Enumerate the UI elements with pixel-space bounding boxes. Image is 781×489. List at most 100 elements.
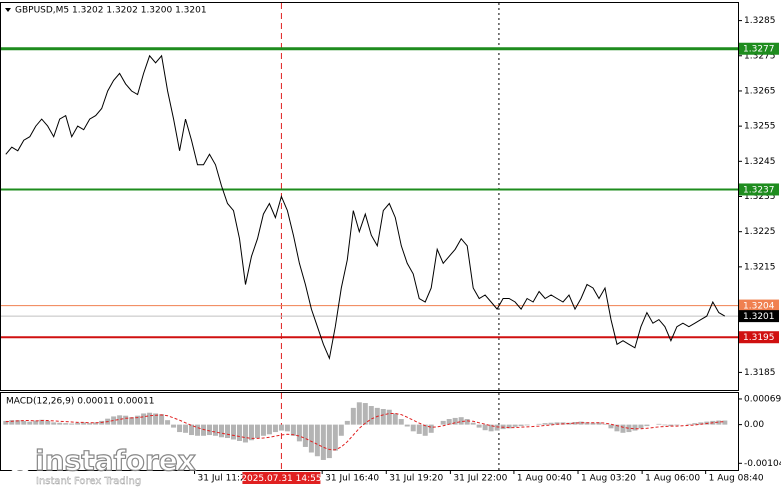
macd-bar xyxy=(260,424,266,436)
macd-panel-frame xyxy=(0,392,739,471)
macd-bar xyxy=(33,420,39,425)
macd-bar xyxy=(75,422,81,425)
y-tick-label: 0.00069 xyxy=(744,394,781,404)
macd-bar xyxy=(620,424,626,433)
macd-bar xyxy=(15,420,21,425)
level-label-box xyxy=(739,183,779,196)
macd-bar xyxy=(153,413,159,425)
x-tick-label: 31 Jul 11:20 xyxy=(198,474,252,484)
x-tick-label: 1 Aug 08:40 xyxy=(709,474,764,484)
y-tick-label: 1.3285 xyxy=(744,16,776,26)
macd-bar xyxy=(506,424,512,429)
macd-bar xyxy=(57,422,63,425)
macd-bar xyxy=(356,402,362,425)
macd-bar xyxy=(213,424,219,436)
y-tick-label: -0.00104 xyxy=(744,459,781,469)
macd-bar xyxy=(129,417,135,425)
macd-bar xyxy=(596,422,602,425)
macd-bar xyxy=(386,409,392,425)
y-tick-label: 1.3245 xyxy=(744,157,776,167)
macd-bar xyxy=(141,413,147,425)
vertical-line-label: 2025.07.31 14:55 xyxy=(241,474,321,484)
macd-bar xyxy=(614,424,620,432)
signal-line xyxy=(5,413,725,451)
y-tick-label: 1.3275 xyxy=(744,51,776,61)
macd-bar xyxy=(716,420,722,425)
macd-bar xyxy=(656,423,662,425)
macd-bar xyxy=(21,420,27,425)
macd-bar xyxy=(224,424,230,439)
macd-bar xyxy=(302,424,308,447)
macd-bar xyxy=(584,422,590,425)
macd-bar xyxy=(458,417,464,425)
macd-bar xyxy=(482,424,488,431)
macd-title: MACD(12,26,9) 0.00011 0.00011 xyxy=(6,397,155,407)
price-line xyxy=(5,54,726,361)
macd-bar xyxy=(452,417,458,425)
macd-bar xyxy=(45,420,51,425)
macd-bar xyxy=(590,422,596,425)
macd-bar xyxy=(488,424,494,432)
macd-bar xyxy=(632,424,638,431)
macd-bar xyxy=(9,420,15,425)
macd-bar xyxy=(254,424,260,439)
plot-layer: 1.32851.32751.32651.32551.32451.32351.32… xyxy=(1,3,781,484)
level-label: 1.3237 xyxy=(743,185,775,195)
macd-bar xyxy=(207,424,213,436)
macd-bar xyxy=(177,424,183,433)
macd-bar xyxy=(722,420,728,425)
macd-bar xyxy=(63,423,69,425)
macd-bar xyxy=(410,424,416,432)
y-tick-label: 1.3235 xyxy=(744,192,776,202)
macd-bar xyxy=(248,424,254,441)
macd-bar xyxy=(230,424,236,440)
macd-bar xyxy=(536,423,542,425)
chart-title: GBPUSD,M5 1.3202 1.3202 1.3200 1.3201 xyxy=(15,6,207,16)
level-label-box xyxy=(739,42,779,55)
macd-bar xyxy=(524,424,530,426)
menu-triangle xyxy=(5,8,11,12)
macd-bar xyxy=(350,407,356,425)
macd-bar xyxy=(416,424,422,434)
macd-bar xyxy=(159,414,165,425)
macd-bar xyxy=(117,415,123,425)
macd-bar xyxy=(638,424,644,429)
y-tick-label: 0.00 xyxy=(744,420,764,430)
x-tick-label: 1 Aug 06:00 xyxy=(645,474,700,484)
macd-bar xyxy=(512,424,518,427)
macd-bar xyxy=(201,424,207,436)
macd-bar xyxy=(548,422,554,425)
macd-bar xyxy=(308,424,314,453)
macd-bar xyxy=(392,413,398,425)
macd-bar xyxy=(338,424,344,436)
logo-text: instaforex xyxy=(35,444,196,477)
logo-icon xyxy=(7,448,33,474)
macd-bar xyxy=(446,419,452,425)
macd-bar xyxy=(284,424,290,432)
macd-bar xyxy=(189,424,195,436)
y-tick-label: 1.3225 xyxy=(744,227,776,237)
macd-bar xyxy=(171,424,177,428)
macd-bar xyxy=(542,423,548,425)
macd-bar xyxy=(87,423,93,425)
macd-bar xyxy=(662,424,668,426)
macd-bar xyxy=(602,423,608,425)
macd-bar xyxy=(440,420,446,425)
macd-bar xyxy=(608,424,614,429)
macd-bar xyxy=(81,422,87,425)
vertical-line-label-box xyxy=(242,472,321,484)
macd-bar xyxy=(380,408,386,425)
level-label: 1.3201 xyxy=(743,312,775,322)
macd-bar xyxy=(219,424,225,438)
macd-bar xyxy=(668,424,674,427)
macd-bar xyxy=(404,424,410,427)
macd-bar xyxy=(111,416,117,425)
macd-bar xyxy=(3,420,9,425)
level-label-box xyxy=(739,310,779,323)
macd-bar xyxy=(626,424,632,433)
macd-bar xyxy=(428,424,434,433)
macd-bar xyxy=(398,419,404,425)
macd-bar xyxy=(554,422,560,425)
y-tick-label: 1.3215 xyxy=(744,262,776,272)
